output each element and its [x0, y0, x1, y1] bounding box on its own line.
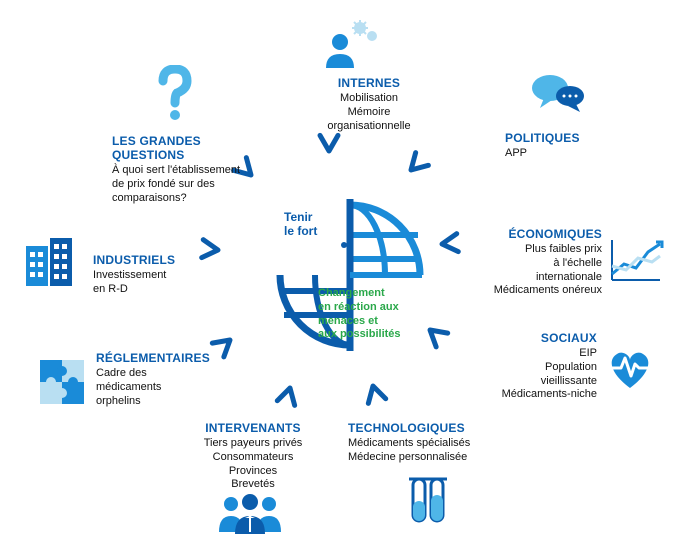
- node-reglementaires: RÉGLEMENTAIRES Cadre desmédicamentsorphel…: [96, 351, 236, 408]
- person-gears-icon: [320, 18, 380, 77]
- node-internes: INTERNES MobilisationMémoireorganisationn…: [309, 76, 429, 133]
- node-technologiques: TECHNOLOGIQUES Médicaments spécialisésMéd…: [348, 421, 518, 465]
- center-group: Tenir le fort Changement en réaction aux…: [270, 195, 400, 355]
- center-bot-line4: aux possibilités: [318, 328, 401, 340]
- node-title: SOCIAUX: [477, 331, 597, 345]
- center-top-label: Tenir le fort: [284, 210, 317, 239]
- node-title: TECHNOLOGIQUES: [348, 421, 518, 435]
- node-title: POLITIQUES: [505, 131, 615, 145]
- center-bot-line2: en réaction aux: [318, 301, 399, 313]
- node-body: Tiers payeurs privésConsommateursProvinc…: [178, 437, 328, 492]
- center-bot-line3: menaces et: [318, 315, 378, 327]
- center-bot-line1: Changement: [318, 287, 385, 299]
- node-body: Cadre desmédicamentsorphelins: [96, 367, 236, 408]
- node-body: APP: [505, 147, 615, 161]
- node-title: INTERNES: [309, 76, 429, 90]
- node-body: Plus faibles prixà l'échelleinternationa…: [472, 243, 602, 298]
- speech-icon: [530, 70, 590, 127]
- puzzle-icon: [36, 356, 88, 413]
- tubes-icon: [405, 475, 451, 536]
- node-industriels: INDUSTRIELS Investissementen R-D: [93, 253, 213, 297]
- node-body: MobilisationMémoireorganisationnelle: [309, 92, 429, 133]
- center-top-line1: Tenir: [284, 210, 312, 224]
- diagram-canvas: Tenir le fort Changement en réaction aux…: [0, 0, 673, 547]
- node-politiques: POLITIQUES APP: [505, 131, 615, 161]
- node-questions: LES GRANDES QUESTIONSÀ quoi sert l'établ…: [112, 134, 272, 205]
- node-title: INDUSTRIELS: [93, 253, 213, 267]
- heart-icon: [605, 346, 655, 395]
- node-body: À quoi sert l'établissementde prix fondé…: [112, 164, 272, 205]
- node-body: EIPPopulationvieillissanteMédicaments-ni…: [477, 347, 597, 402]
- question-icon: [155, 65, 195, 126]
- node-intervenants: INTERVENANTS Tiers payeurs privésConsomma…: [178, 421, 328, 492]
- node-title: INTERVENANTS: [178, 421, 328, 435]
- center-top-line2: le fort: [284, 224, 317, 238]
- node-sociaux: SOCIAUX EIPPopulationvieillissanteMédicam…: [477, 331, 597, 402]
- node-body: Médicaments spécialisésMédecine personna…: [348, 437, 518, 465]
- node-title: LES GRANDES QUESTIONS: [112, 134, 272, 162]
- chart-icon: [608, 236, 664, 289]
- inward-arrow: [304, 126, 354, 176]
- buildings-icon: [22, 236, 80, 293]
- people3-icon: [215, 492, 285, 541]
- node-economiques: ÉCONOMIQUES Plus faibles prixà l'échellei…: [472, 227, 602, 298]
- node-title: RÉGLEMENTAIRES: [96, 351, 236, 365]
- inward-arrow: [415, 217, 469, 271]
- node-body: Investissementen R-D: [93, 269, 213, 297]
- node-title: ÉCONOMIQUES: [472, 227, 602, 241]
- inward-arrow: [259, 357, 320, 418]
